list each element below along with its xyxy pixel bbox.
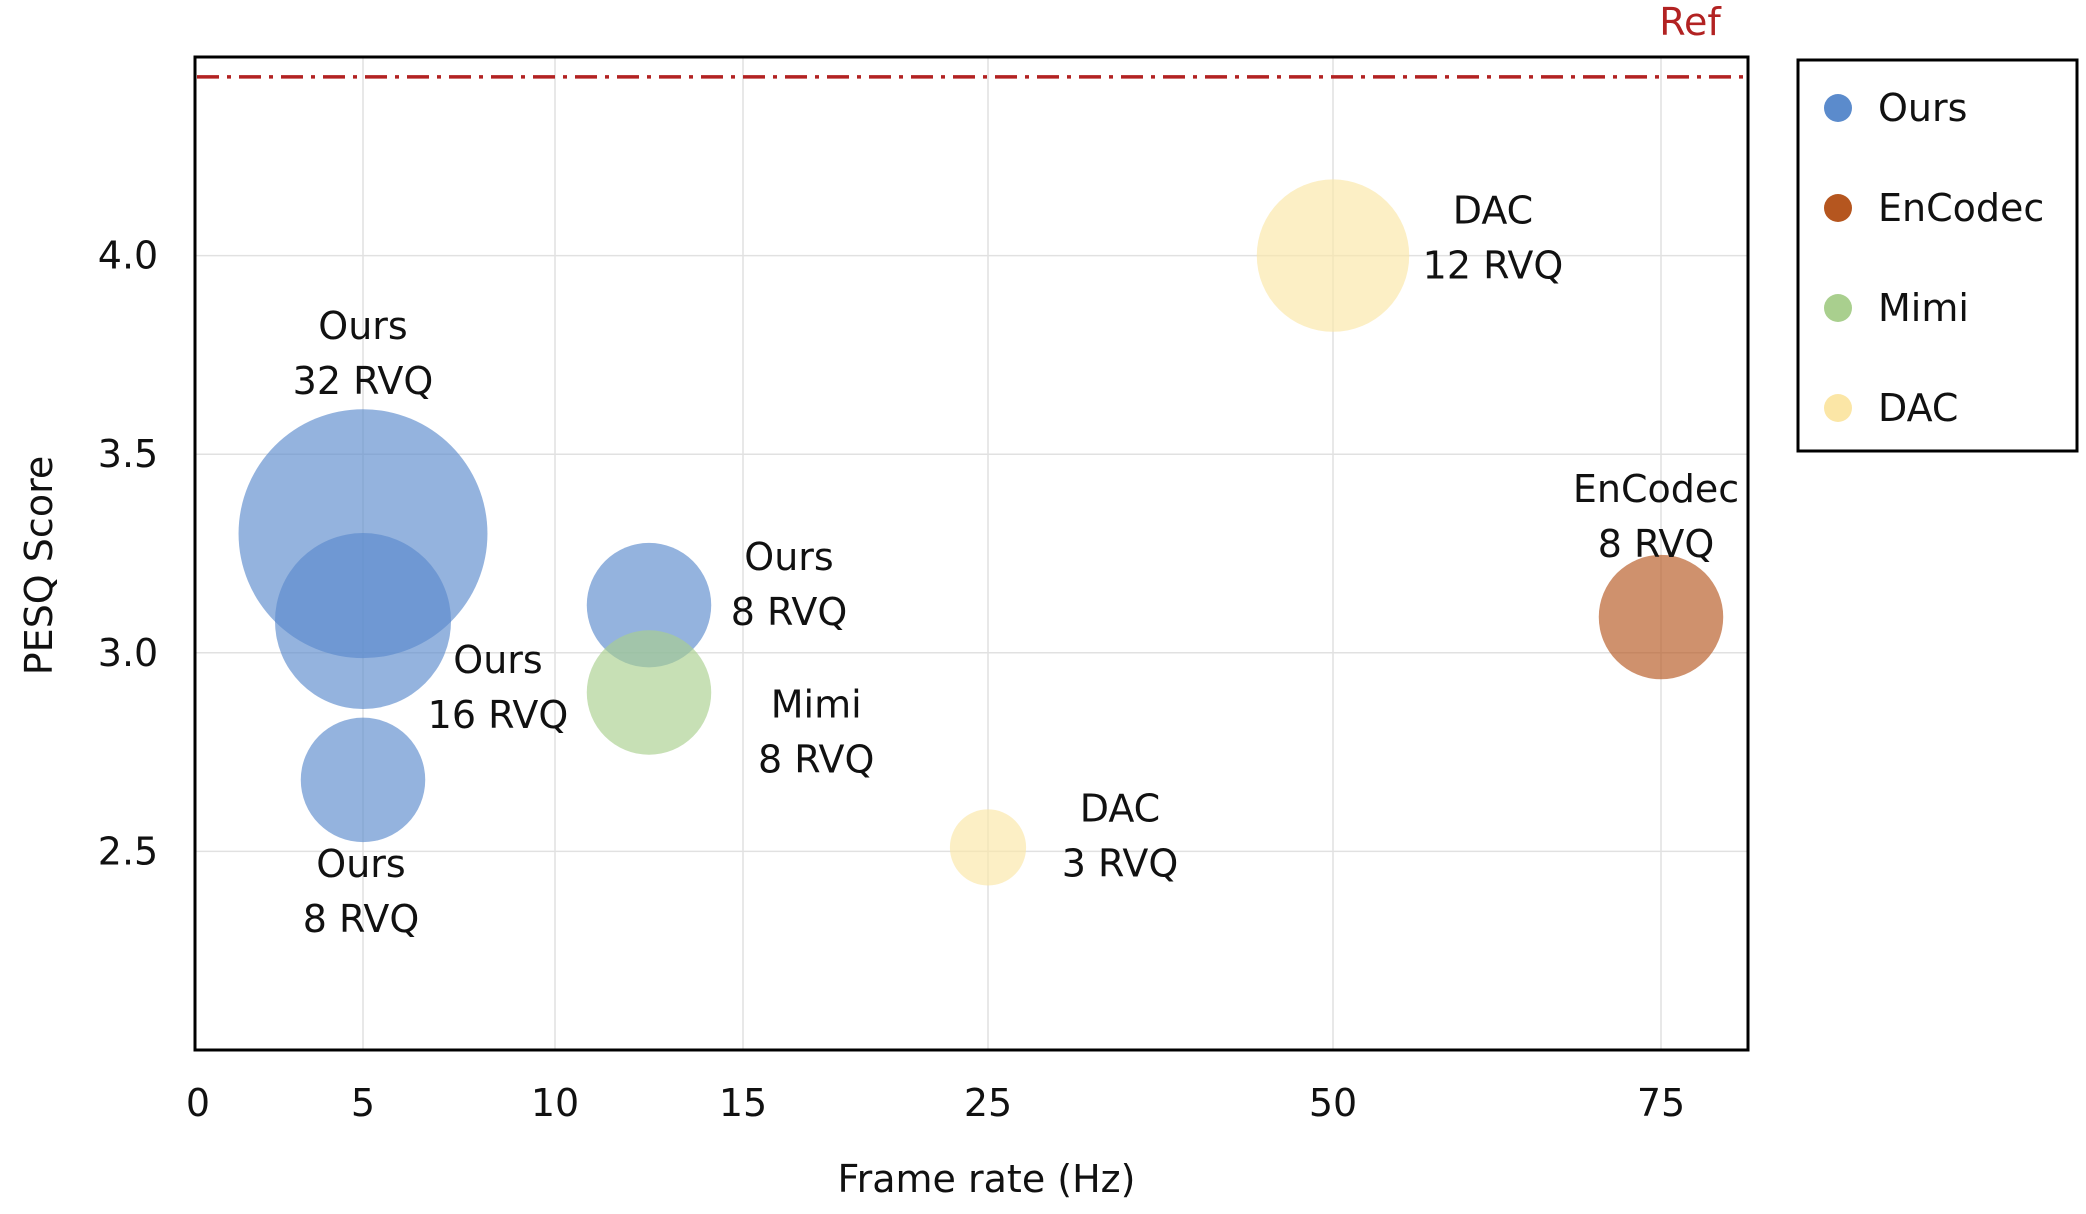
- legend-label: Mimi: [1878, 286, 1969, 330]
- grid: [195, 57, 1748, 1050]
- bubble-label: Mimi 8 RVQ: [758, 683, 875, 782]
- reference-line-group: Ref: [197, 0, 1746, 79]
- x-tick-label: 5: [351, 1081, 375, 1125]
- x-axis-label: Frame rate (Hz): [838, 1157, 1136, 1201]
- bubble-label-rvq: 3 RVQ: [1062, 841, 1179, 885]
- legend-item-dac: DAC: [1824, 386, 1958, 430]
- bubble-ours-16-rvq: [275, 533, 451, 710]
- legend-item-ours: Ours: [1824, 86, 1967, 130]
- bubble-label-series: Ours: [316, 842, 405, 886]
- bubble-label-series: Mimi: [771, 683, 862, 727]
- bubble-label-series: EnCodec: [1573, 467, 1739, 511]
- bubble-label-series: DAC: [1453, 189, 1533, 233]
- bubble-dac-3-rvq: [949, 809, 1027, 886]
- bubble-label: Ours 16 RVQ: [428, 638, 569, 737]
- bubble-label: Ours 32 RVQ: [293, 304, 434, 403]
- legend: Ours EnCodec Mimi DAC: [1796, 58, 2079, 453]
- legend-marker: [1824, 94, 1852, 122]
- bubbles: [238, 179, 1724, 886]
- bubble-label-series: Ours: [318, 304, 407, 348]
- legend-box: [1796, 58, 2079, 453]
- legend-marker: [1824, 394, 1852, 422]
- legend-marker: [1824, 194, 1852, 222]
- y-axis-ticks: 2.5 3.0 3.5 4.0: [98, 234, 158, 874]
- bubble-label: EnCodec 8 RVQ: [1573, 467, 1739, 566]
- bubble-label-rvq: 8 RVQ: [303, 897, 420, 941]
- x-tick-label: 10: [531, 1081, 579, 1125]
- bubble-dac-12-rvq: [1256, 179, 1410, 332]
- x-tick-label: 50: [1309, 1081, 1357, 1125]
- bubble-label: Ours 8 RVQ: [731, 535, 848, 634]
- bubble-label-rvq: 12 RVQ: [1423, 244, 1564, 288]
- bubble-label: DAC 12 RVQ: [1423, 189, 1564, 288]
- x-axis-ticks: 0 5 10 15 25 50 75: [186, 1081, 1685, 1125]
- legend-label: EnCodec: [1878, 186, 2044, 230]
- bubble-label-rvq: 32 RVQ: [293, 359, 434, 403]
- bubble-label: Ours 8 RVQ: [303, 842, 420, 941]
- bubble-encodec-8-rvq: [1598, 554, 1724, 680]
- bubble-label-series: Ours: [744, 535, 833, 579]
- reference-label: Ref: [1659, 0, 1722, 44]
- bubble-label-series: DAC: [1080, 786, 1160, 830]
- y-tick-label: 3.5: [98, 432, 158, 476]
- bubble-label-rvq: 8 RVQ: [731, 590, 848, 634]
- legend-label: Ours: [1878, 86, 1967, 130]
- x-tick-label: 15: [719, 1081, 767, 1125]
- legend-label: DAC: [1878, 386, 1958, 430]
- bubble-mimi-8-rvq: [586, 630, 712, 755]
- bubble-label-rvq: 8 RVQ: [1598, 522, 1715, 566]
- x-tick-label: 75: [1637, 1081, 1685, 1125]
- y-tick-label: 2.5: [98, 829, 158, 873]
- x-tick-label: 0: [186, 1081, 210, 1125]
- y-tick-label: 3.0: [98, 631, 158, 675]
- legend-item-encodec: EnCodec: [1824, 186, 2044, 230]
- plot-frame: [193, 55, 1750, 1052]
- bubble-ours-8-rvq: [300, 717, 426, 843]
- bubble-ours-8-rvq: [586, 542, 712, 668]
- bubble-label: DAC 3 RVQ: [1062, 786, 1179, 885]
- x-tick-label: 25: [964, 1081, 1012, 1125]
- bubble-label-rvq: 16 RVQ: [428, 693, 569, 737]
- bubble-label-series: Ours: [453, 638, 542, 682]
- bubble-label-rvq: 8 RVQ: [758, 738, 875, 782]
- legend-marker: [1824, 294, 1852, 322]
- y-axis-label: PESQ Score: [17, 456, 61, 675]
- y-tick-label: 4.0: [98, 234, 158, 278]
- legend-item-mimi: Mimi: [1824, 286, 1969, 330]
